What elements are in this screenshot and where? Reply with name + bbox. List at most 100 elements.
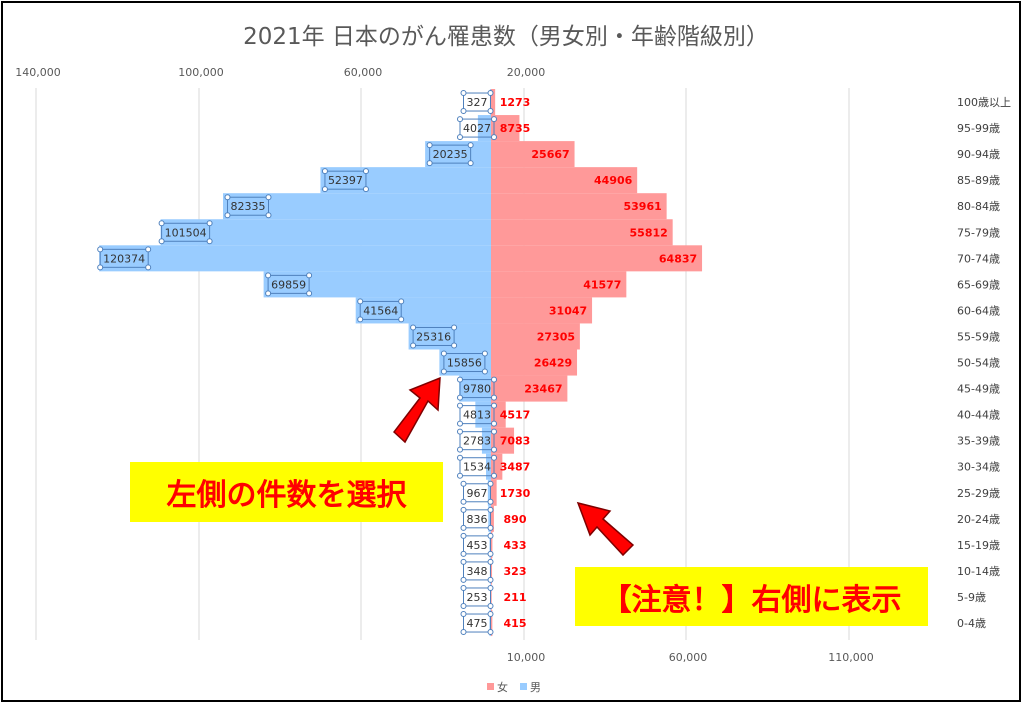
selection-handle <box>440 368 447 375</box>
selection-handle <box>451 324 458 331</box>
selection-handle <box>306 272 313 279</box>
selection-handle <box>457 428 463 435</box>
data-label-male: 4813 <box>463 409 491 422</box>
category-label: 0-4歳 <box>957 617 986 630</box>
selection-handle <box>481 368 488 375</box>
bar-female <box>491 531 493 558</box>
selection-handle <box>145 246 152 253</box>
selection-handle <box>457 134 463 141</box>
category-label: 25-29歳 <box>957 487 1000 500</box>
selection-handle <box>491 446 497 453</box>
selection-handle <box>457 472 463 479</box>
category-label: 30-34歳 <box>957 461 1000 474</box>
selection-box <box>463 483 491 503</box>
selection-handle <box>97 246 104 253</box>
category-label: 70-74歳 <box>957 252 1000 265</box>
data-label-male: 475 <box>467 617 488 630</box>
data-label-female: 23467 <box>524 383 562 396</box>
bottom-axis-tick: 10,000 <box>507 651 546 664</box>
selection-handle <box>467 160 474 167</box>
selection-handle <box>460 629 467 636</box>
selection-handle <box>491 134 497 141</box>
legend-label-female: 女 <box>497 680 508 694</box>
selection-box <box>429 144 472 164</box>
selection-handle <box>460 611 467 618</box>
category-label: 90-94歳 <box>957 148 1000 161</box>
selection-handle <box>460 498 467 505</box>
selection-handle <box>491 402 497 409</box>
data-label-male: 348 <box>467 565 488 578</box>
selection-handle <box>487 506 494 513</box>
selection-handle <box>457 376 463 383</box>
data-label-female: 55812 <box>630 226 668 239</box>
bar-male <box>487 479 491 506</box>
selection-box <box>463 561 491 581</box>
bar-female <box>491 610 493 637</box>
data-label-male: 1534 <box>463 461 491 474</box>
selection-handle <box>410 342 417 349</box>
arrow-right <box>576 501 635 557</box>
data-label-female: 7083 <box>500 435 531 448</box>
selection-handle <box>158 220 165 227</box>
bar-female <box>491 271 627 298</box>
selection-handle <box>460 506 467 513</box>
selection-handle <box>460 576 467 583</box>
selection-handle <box>362 186 369 193</box>
selection-handle <box>457 116 463 123</box>
bar-female <box>491 557 493 584</box>
category-label: 5-9歳 <box>957 591 986 604</box>
bar-male <box>160 219 491 246</box>
data-label-male: 41564 <box>363 304 398 317</box>
selection-handle <box>481 350 488 357</box>
selection-handle <box>265 194 272 201</box>
selection-box <box>459 431 495 451</box>
selection-handle <box>487 576 494 583</box>
bar-male <box>481 427 491 454</box>
selection-handle <box>451 342 458 349</box>
callout-right: 【注意！】右側に表示 <box>575 567 928 626</box>
selection-handle <box>145 264 152 271</box>
bar-female <box>491 245 703 272</box>
data-label-female: 64837 <box>659 252 697 265</box>
data-label-male: 9780 <box>463 383 491 396</box>
selection-handle <box>491 116 497 123</box>
category-label: 80-84歳 <box>957 200 1000 213</box>
bar-female <box>491 323 580 350</box>
selection-handle <box>357 298 364 305</box>
category-label: 35-39歳 <box>957 435 1000 448</box>
data-label-female: 25667 <box>531 148 569 161</box>
data-label-male: 120374 <box>103 252 145 265</box>
selection-box <box>99 248 149 268</box>
selection-handle <box>487 629 494 636</box>
bar-female <box>491 167 638 194</box>
selection-handle <box>426 160 433 167</box>
selection-handle <box>457 454 463 461</box>
selection-handle <box>357 316 364 323</box>
category-label: 100歳以上 <box>957 96 1011 109</box>
selection-box <box>463 92 491 112</box>
selection-box <box>459 118 495 138</box>
data-label-female: 31047 <box>549 304 587 317</box>
bar-female <box>491 89 496 116</box>
selection-handle <box>224 212 231 219</box>
selection-handle <box>487 611 494 618</box>
category-label: 55-59歳 <box>957 330 1000 343</box>
data-label-female: 415 <box>504 617 527 630</box>
selection-box <box>226 196 269 216</box>
selection-handle <box>487 90 494 97</box>
selection-handle <box>491 472 497 479</box>
selection-handle <box>457 402 463 409</box>
selection-box <box>161 222 211 242</box>
bar-female <box>491 427 515 454</box>
data-label-female: 41577 <box>583 278 621 291</box>
top-axis-tick: 20,000 <box>507 66 546 79</box>
bottom-axis-tick: 60,000 <box>669 651 708 664</box>
data-label-female: 211 <box>504 591 527 604</box>
data-label-female: 1273 <box>500 96 531 109</box>
selection-handle <box>97 264 104 271</box>
category-label: 10-14歳 <box>957 565 1000 578</box>
category-label: 50-54歳 <box>957 357 1000 370</box>
selection-handle <box>491 394 497 401</box>
top-axis-tick: 100,000 <box>178 66 224 79</box>
selection-box <box>359 300 402 320</box>
